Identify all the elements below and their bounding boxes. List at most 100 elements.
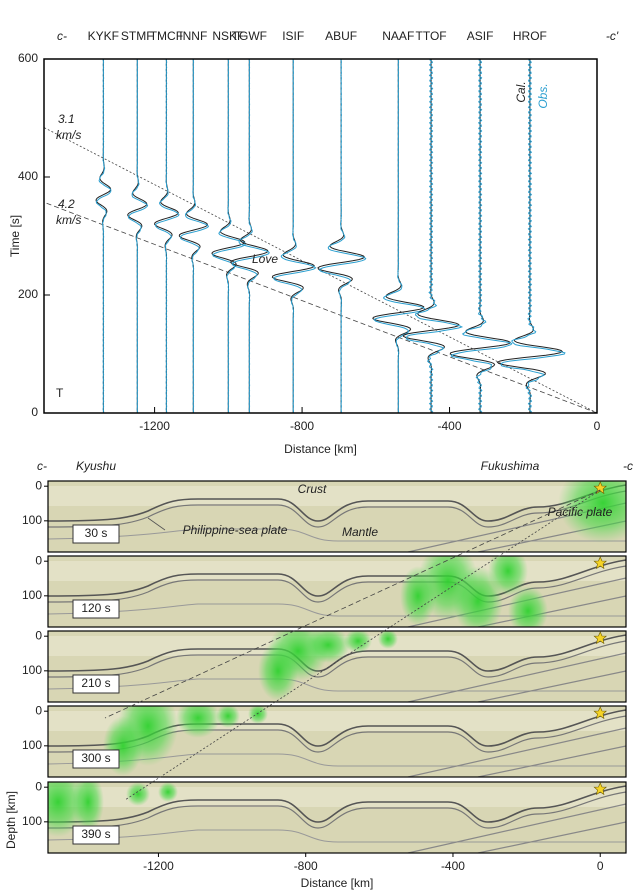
time-label: 210 s <box>81 676 110 690</box>
seismogram <box>95 59 112 413</box>
annotation: Kyushu <box>76 459 116 473</box>
legend-entry: Obs. <box>536 83 550 108</box>
seismogram <box>373 59 426 413</box>
velocity-unit: km/s <box>56 213 81 227</box>
wavefield <box>344 631 372 653</box>
station-label: ASIF <box>467 29 494 43</box>
velocity-unit: km/s <box>56 128 81 142</box>
seismogram <box>154 59 180 413</box>
wavefield <box>216 706 240 728</box>
y-tick-label: 0 <box>35 478 42 492</box>
ray <box>104 489 601 719</box>
y-axis-label: Depth [km] <box>4 791 18 849</box>
time-box <box>72 749 120 769</box>
y-tick-label: 600 <box>18 51 38 65</box>
slab <box>48 484 626 522</box>
section-end: -c' <box>606 29 619 43</box>
panel-frame <box>47 630 627 703</box>
x-axis-label: Distance [km] <box>301 876 374 890</box>
y-axis-label: Time [s] <box>8 215 22 257</box>
panel-frame <box>47 555 627 628</box>
slab <box>48 490 626 528</box>
station-label: HROF <box>513 29 547 43</box>
pacific-slab <box>407 727 626 777</box>
x-tick-label: -800 <box>290 419 314 433</box>
wavefield <box>508 586 548 627</box>
time-label: 300 s <box>81 751 110 765</box>
wavefield <box>248 706 268 724</box>
y-tick-label: 0 <box>35 779 42 793</box>
panel-frame <box>47 480 627 553</box>
time-box <box>72 524 120 544</box>
annotation: Mantle <box>342 525 378 539</box>
station-label: KYKF <box>88 29 119 43</box>
plate-lines <box>48 782 626 853</box>
y-tick-label: 100 <box>22 513 42 527</box>
station-label: TMCF <box>150 29 183 43</box>
station-label: NAAF <box>382 29 414 43</box>
slab <box>48 565 626 603</box>
crust <box>48 561 626 581</box>
station-label: TGWF <box>232 29 267 43</box>
panel-frame <box>47 705 627 778</box>
legend-entry: Cal. <box>514 81 528 102</box>
plot <box>44 59 597 413</box>
wavefield <box>258 641 298 701</box>
station-label: ABUF <box>325 29 357 43</box>
y-tick-label: 100 <box>22 588 42 602</box>
crust <box>48 486 626 506</box>
time-box <box>72 599 120 619</box>
seismogram <box>500 59 566 413</box>
y-tick-label: 200 <box>18 287 38 301</box>
y-tick-label: 0 <box>31 405 38 419</box>
x-axis-label: Distance [km] <box>284 442 357 456</box>
wavefield <box>378 631 398 649</box>
snapshot-panel <box>48 782 626 853</box>
time-box <box>72 674 120 694</box>
seismogram <box>273 59 317 413</box>
velocity-label: 3.1 <box>58 112 75 126</box>
component-label: T <box>56 386 64 400</box>
x-tick-label: -400 <box>438 419 462 433</box>
x-tick-label: -1200 <box>143 859 174 873</box>
section-start: c- <box>37 459 47 473</box>
station-label: INNF <box>179 29 207 43</box>
seismogram <box>318 59 367 413</box>
snapshot-panel <box>48 556 626 627</box>
wavefield <box>306 631 350 663</box>
seismogram <box>127 59 149 413</box>
annotation: Pacific plate <box>548 505 613 519</box>
slab <box>48 640 626 678</box>
seismogram <box>405 59 464 413</box>
y-tick-label: 0 <box>35 628 42 642</box>
y-tick-label: 100 <box>22 738 42 752</box>
time-label: 120 s <box>81 601 110 615</box>
source-star <box>593 706 607 720</box>
plate-lines <box>48 556 626 627</box>
snapshot-panel <box>48 481 626 552</box>
wavefield <box>72 782 104 832</box>
x-tick-label: -800 <box>294 859 318 873</box>
y-tick-label: 100 <box>22 814 42 828</box>
y-tick-label: 100 <box>22 663 42 677</box>
station-label: TTOF <box>416 29 447 43</box>
source-star <box>593 631 607 645</box>
slab <box>48 785 626 823</box>
ray <box>124 489 601 801</box>
x-tick-label: -1200 <box>139 419 170 433</box>
seismogram <box>450 59 513 413</box>
source-star <box>593 782 607 796</box>
velocity-line <box>44 201 597 413</box>
station-label: ISIF <box>282 29 304 43</box>
velocity-label: 4.2 <box>58 197 75 211</box>
wavefield <box>400 566 436 626</box>
time-label: 30 s <box>85 526 108 540</box>
snapshot-panel <box>48 706 626 777</box>
wavefield <box>176 706 220 738</box>
section-start: c- <box>57 29 67 43</box>
time-box <box>72 825 120 845</box>
annotation: Crust <box>298 482 327 496</box>
pointer <box>147 517 166 531</box>
slab <box>48 791 626 829</box>
